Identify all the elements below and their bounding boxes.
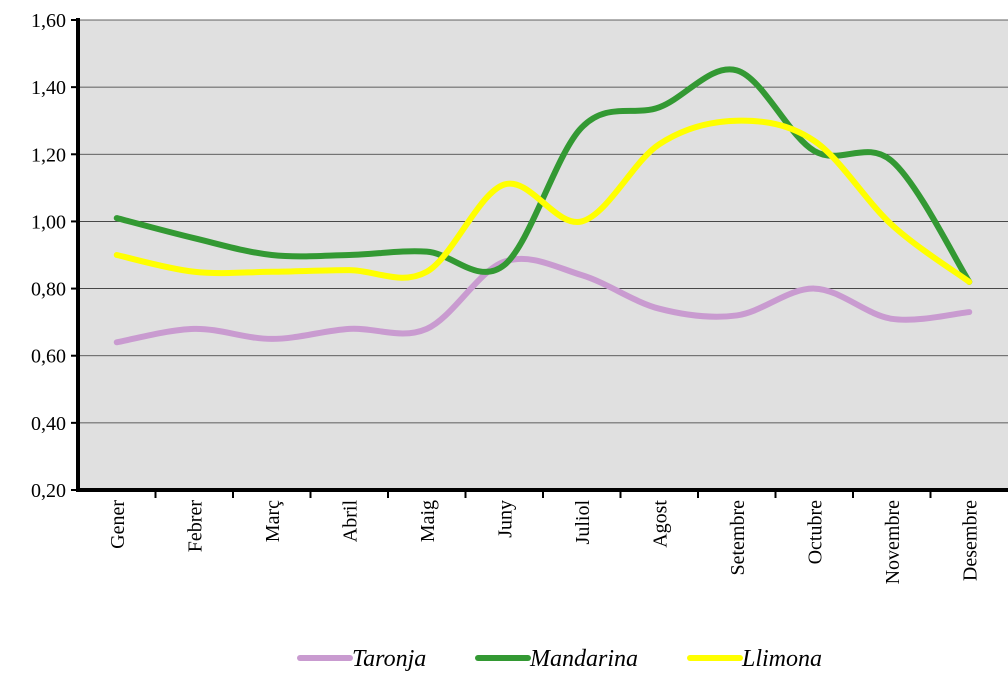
- y-tick-label: 1,40: [31, 77, 66, 99]
- series-line: [113, 66, 973, 285]
- y-tick-label: 0,40: [31, 413, 66, 435]
- x-tick-label: Desembre: [959, 500, 981, 581]
- lines: [113, 66, 973, 346]
- x-tick-label: Juliol: [572, 500, 594, 545]
- x-tick-label: Gener: [107, 500, 129, 549]
- x-tick-label: Octubre: [804, 500, 826, 565]
- x-tick-label: Febrer: [184, 500, 206, 553]
- legend-label: Llimona: [741, 646, 822, 672]
- grid: [78, 19, 1008, 491]
- plot-area: [78, 20, 1008, 490]
- x-tick-label: Novembre: [882, 500, 904, 585]
- series-line: [113, 255, 973, 346]
- x-tick-label: Agost: [649, 500, 671, 548]
- y-tick-label: 1,20: [31, 144, 66, 166]
- legend-label: Mandarina: [529, 646, 638, 672]
- y-tick-label: 0,80: [31, 279, 66, 301]
- series-line: [113, 117, 973, 285]
- x-tick-label: Maig: [417, 500, 439, 542]
- y-tick-label: 1,60: [31, 10, 66, 32]
- labels: 0,20 0,40 0,60 0,80 1,00 1,20 1,40 1,60 Gener Feb…: [31, 10, 981, 672]
- y-tick-label: 1,00: [31, 211, 66, 233]
- x-tick-label: Març: [262, 500, 284, 542]
- legend-label: Taronja: [352, 646, 426, 672]
- x-tick-label: Juny: [494, 500, 516, 538]
- x-tick-label: Abril: [339, 500, 361, 543]
- x-tick-label: Setembre: [727, 500, 749, 576]
- y-tick-label: 0,60: [31, 346, 66, 368]
- y-tick-label: 0,20: [31, 480, 66, 502]
